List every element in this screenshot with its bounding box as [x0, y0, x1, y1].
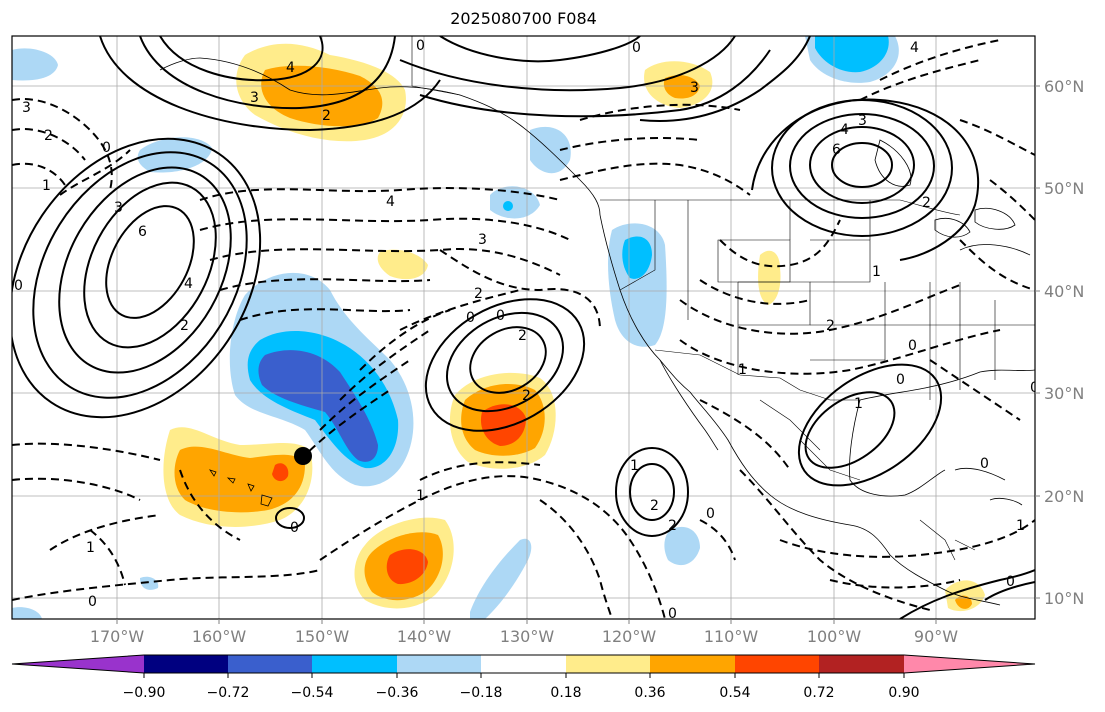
map-frame [11, 35, 1036, 620]
svg-text:3: 3 [858, 113, 867, 129]
svg-text:2: 2 [922, 195, 931, 211]
colorbar-bin [397, 655, 481, 673]
svg-text:6: 6 [138, 224, 147, 240]
svg-text:1: 1 [872, 264, 881, 280]
svg-text:3: 3 [250, 90, 259, 106]
svg-text:1: 1 [42, 178, 51, 194]
svg-text:2: 2 [180, 318, 189, 334]
lat-tick-label: 10°N [1044, 589, 1084, 608]
colorbar-label: 0.54 [719, 685, 750, 701]
lon-tick-label: 100°W [807, 627, 862, 646]
svg-text:3: 3 [22, 100, 31, 116]
svg-text:0: 0 [14, 278, 23, 294]
colorbar-bin [312, 655, 397, 673]
svg-text:2: 2 [650, 498, 659, 514]
svg-text:0: 0 [706, 506, 715, 522]
lon-tick-label: 130°W [500, 627, 555, 646]
map-title: 2025080700 F084 [450, 9, 597, 28]
lon-tick-label: 140°W [397, 627, 452, 646]
svg-text:1: 1 [738, 362, 747, 378]
svg-text:1: 1 [416, 488, 425, 504]
longitude-ticks: 170°W 160°W 150°W 140°W 130°W 120°W 110°… [90, 619, 958, 646]
svg-text:0: 0 [668, 606, 677, 622]
svg-text:0: 0 [908, 338, 917, 354]
svg-text:0: 0 [896, 372, 905, 388]
colorbar-bin [144, 655, 228, 673]
svg-text:0: 0 [496, 308, 505, 324]
svg-text:0: 0 [466, 310, 475, 326]
lat-tick-label: 20°N [1044, 487, 1084, 506]
colorbar-bin [566, 655, 650, 673]
contour-lines [12, 36, 1035, 619]
svg-text:0: 0 [416, 38, 425, 54]
colorbar-label: 0.90 [888, 685, 919, 701]
svg-text:4: 4 [840, 122, 849, 138]
svg-text:2: 2 [44, 128, 53, 144]
svg-text:4: 4 [910, 40, 919, 56]
svg-text:2: 2 [826, 318, 835, 334]
colorbar: −0.90 −0.72 −0.54 −0.36 −0.18 0.18 0.36 … [11, 654, 1036, 701]
colorbar-bin [481, 655, 566, 673]
svg-text:0: 0 [102, 140, 111, 156]
colorbar-label: 0.36 [634, 685, 665, 701]
colorbar-bin [819, 655, 904, 673]
colorbar-label: −0.90 [123, 685, 166, 701]
lon-tick-label: 160°W [192, 627, 247, 646]
svg-text:3: 3 [478, 232, 487, 248]
svg-text:6: 6 [832, 142, 841, 158]
lon-tick-label: 90°W [914, 627, 958, 646]
political-borders [411, 36, 1035, 561]
svg-text:0: 0 [1030, 380, 1039, 396]
svg-text:3: 3 [690, 80, 699, 96]
colorbar-label: −0.54 [291, 685, 334, 701]
svg-text:1: 1 [630, 458, 639, 474]
svg-text:2: 2 [518, 328, 527, 344]
svg-text:1: 1 [854, 396, 863, 412]
lat-tick-label: 60°N [1044, 77, 1084, 96]
svg-text:0: 0 [1006, 574, 1015, 590]
lon-tick-label: 120°W [602, 627, 657, 646]
location-marker [294, 447, 312, 465]
colorbar-label: −0.18 [460, 685, 503, 701]
colorbar-label: −0.72 [207, 685, 250, 701]
svg-text:2: 2 [322, 108, 331, 124]
latitude-ticks: 60°N 50°N 40°N 30°N 20°N 10°N [1035, 77, 1084, 608]
svg-text:0: 0 [290, 520, 299, 536]
lon-tick-label: 150°W [295, 627, 350, 646]
svg-text:4: 4 [184, 276, 193, 292]
lon-tick-label: 110°W [704, 627, 759, 646]
svg-text:0: 0 [980, 456, 989, 472]
svg-text:3: 3 [114, 200, 123, 216]
colorbar-bin [735, 655, 819, 673]
lon-tick-label: 170°W [90, 627, 145, 646]
colorbar-label: 0.18 [550, 685, 581, 701]
colorbar-label: −0.36 [376, 685, 419, 701]
colorbar-bin [228, 655, 312, 673]
svg-text:0: 0 [632, 40, 641, 56]
colorbar-bin [904, 655, 1035, 673]
colorbar-bin [12, 655, 144, 673]
colorbar-label: 0.72 [803, 685, 834, 701]
svg-text:4: 4 [286, 60, 295, 76]
colorbar-bin [650, 655, 735, 673]
svg-text:0: 0 [88, 594, 97, 610]
lat-tick-label: 50°N [1044, 179, 1084, 198]
lat-tick-label: 40°N [1044, 282, 1084, 301]
svg-text:2: 2 [668, 518, 677, 534]
svg-text:1: 1 [1016, 518, 1025, 534]
svg-text:4: 4 [386, 194, 395, 210]
svg-text:2: 2 [522, 388, 531, 404]
lat-tick-label: 30°N [1044, 384, 1084, 403]
contour-labels: 0 4 3 2 3 0 4 6 4 3 2 3 2 1 0 3 6 4 2 0 … [14, 38, 1039, 622]
svg-text:1: 1 [86, 540, 95, 556]
svg-text:2: 2 [474, 286, 483, 302]
